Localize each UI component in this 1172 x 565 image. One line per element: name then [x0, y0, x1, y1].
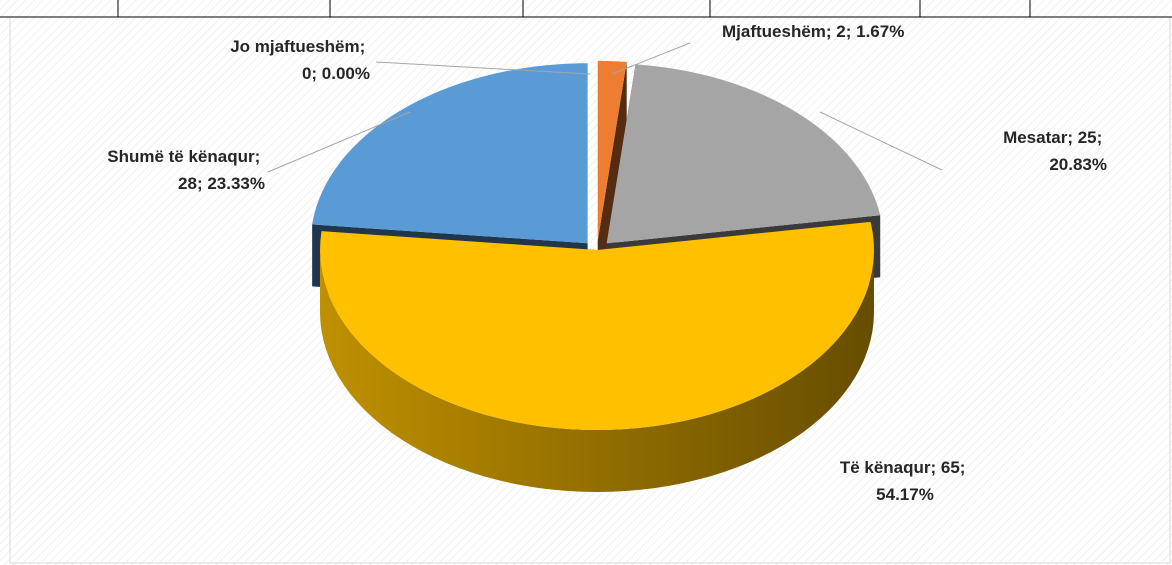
slice	[606, 64, 881, 244]
data-label: Të kënaqur; 65; 54.17%	[840, 458, 970, 504]
leader-line	[611, 42, 691, 75]
slice	[312, 63, 588, 244]
leader-line	[375, 61, 591, 75]
leader-line	[267, 111, 411, 173]
leader-line	[819, 111, 943, 171]
slice-cut	[597, 61, 627, 303]
pie-tops	[312, 60, 881, 430]
slice	[597, 60, 627, 241]
slice-wall	[320, 250, 874, 492]
slice	[320, 221, 874, 430]
data-label: Mesatar; 25; 20.83%	[1003, 128, 1107, 174]
table-row	[0, 0, 1172, 18]
data-label: Jo mjaftueshëm; 0; 0.00%	[230, 37, 370, 83]
data-label: Mjaftueshëm; 2; 1.67%	[722, 22, 904, 41]
data-labels: Jo mjaftueshëm; 0; 0.00% Mjaftueshëm; 2; …	[107, 22, 1107, 504]
data-label: Shumë të kënaqur; 28; 23.33%	[107, 147, 265, 193]
